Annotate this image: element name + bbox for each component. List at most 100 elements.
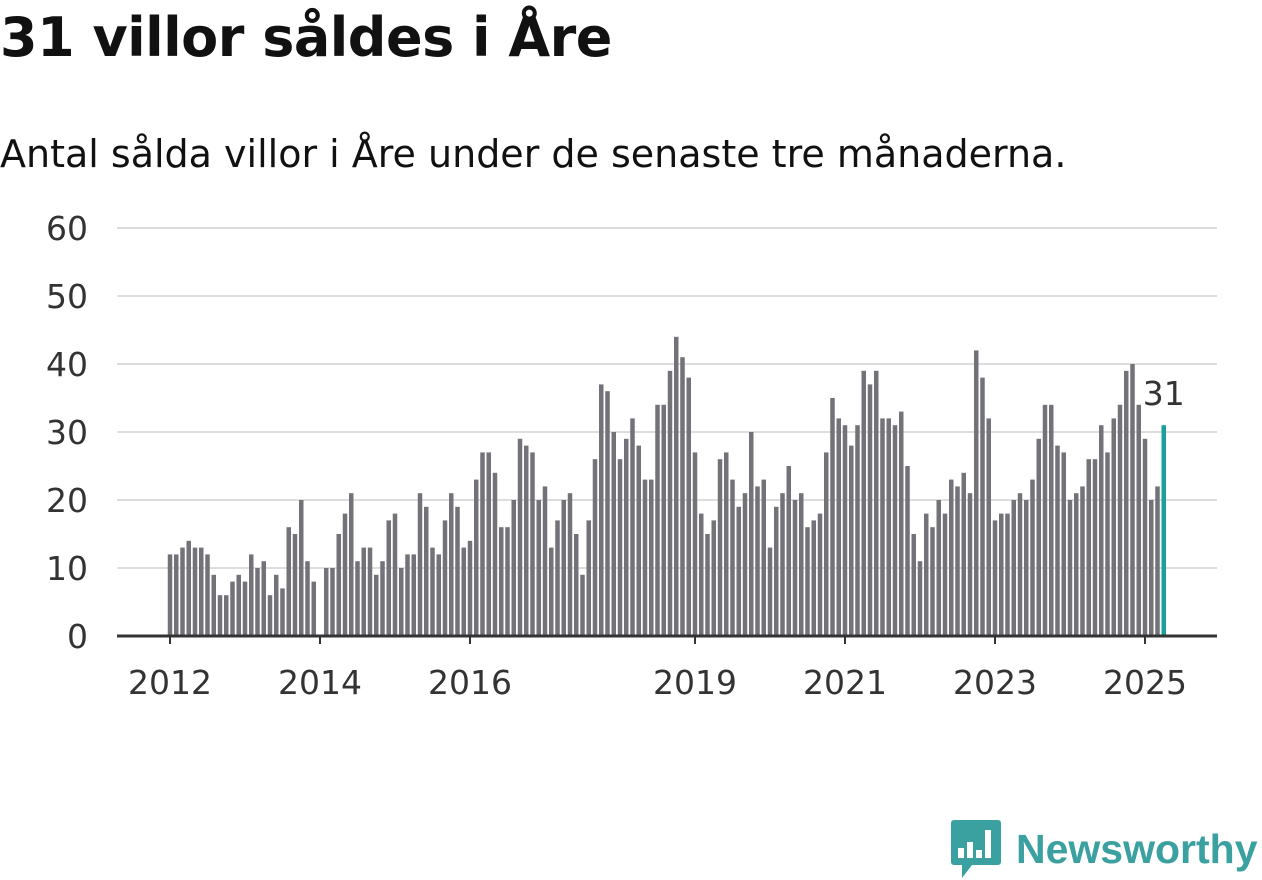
bar [586,520,591,636]
highlight-value-label: 31 [1143,374,1185,413]
bar [949,479,954,636]
bar [199,547,204,636]
bar [542,486,548,636]
bar [392,513,398,636]
bar [761,479,766,636]
bar [299,500,304,636]
bar [224,595,229,636]
bar [1030,479,1035,636]
bar [474,479,479,636]
bar [480,452,485,636]
bar [892,425,898,636]
bar [1074,493,1079,636]
bar [1124,370,1129,636]
bar [692,452,698,636]
bar [555,520,560,636]
annotations: 31 [1143,374,1185,413]
bar [267,595,273,636]
bar [730,479,735,636]
bar [742,493,748,636]
bar [942,513,948,636]
bar [905,466,910,636]
bar [211,574,216,636]
bar [549,547,554,636]
bar [236,574,241,636]
bar [1092,459,1098,636]
bar [617,459,623,636]
bar [561,500,566,636]
bar [755,486,760,636]
bar [217,595,223,636]
bar [361,547,366,636]
bar [580,574,585,636]
bar [286,527,291,636]
bar [467,540,473,636]
bar-highlight [1161,425,1166,636]
bar [849,445,854,636]
bar [1149,500,1154,636]
bar [1017,493,1023,636]
bar [936,500,941,636]
bar [780,493,785,636]
bar [230,581,235,636]
bar [430,547,435,636]
bar [999,513,1004,636]
bar [811,520,816,636]
bar [1061,452,1066,636]
chart-subtitle: Antal sålda villor i Åre under de senast… [0,132,1067,176]
bar [1055,445,1060,636]
bar [330,568,335,636]
bar [205,554,210,636]
bar [792,500,798,636]
bar [649,479,654,636]
newsworthy-icon [951,820,1001,878]
x-tick-label: 2014 [278,663,362,702]
x-axis-ticks: 2012 2014 2016 2019 2021 2023 2025 [128,636,1187,702]
bar [305,561,310,636]
bar [336,534,341,636]
bar [774,506,779,636]
bar [180,547,185,636]
bar [974,350,979,636]
bar [1011,500,1016,636]
bar [817,513,823,636]
bar [536,500,541,636]
bar [261,561,266,636]
x-tick-label: 2019 [653,663,737,702]
bar [1099,425,1104,636]
bar [424,506,429,636]
bar [374,574,379,636]
bar [411,554,416,636]
bar [667,370,673,636]
bar [417,493,423,636]
bars [167,336,1166,636]
bar [630,418,635,636]
y-tick-label: 40 [46,345,88,384]
bar [874,370,879,636]
bar [1024,500,1029,636]
bar [311,581,316,636]
bar [636,445,641,636]
bar [674,336,679,636]
logo-text: Newsworthy [1016,825,1258,872]
bar [661,404,666,636]
bar [886,418,891,636]
bar [824,452,829,636]
bar [599,384,604,636]
bar [711,520,716,636]
bar [1080,486,1085,636]
y-axis-ticks: 0 10 20 30 40 50 60 [46,209,88,656]
chart-title: 31 villor såldes i Åre [0,6,612,69]
bar [930,527,935,636]
bar [655,404,660,636]
bar [1086,459,1091,636]
bar [455,506,460,636]
bar [624,438,629,636]
bar [786,466,791,636]
bar [1067,500,1073,636]
x-tick-label: 2025 [1103,663,1187,702]
bar [967,493,973,636]
bar [1105,452,1110,636]
bar [1142,438,1148,636]
